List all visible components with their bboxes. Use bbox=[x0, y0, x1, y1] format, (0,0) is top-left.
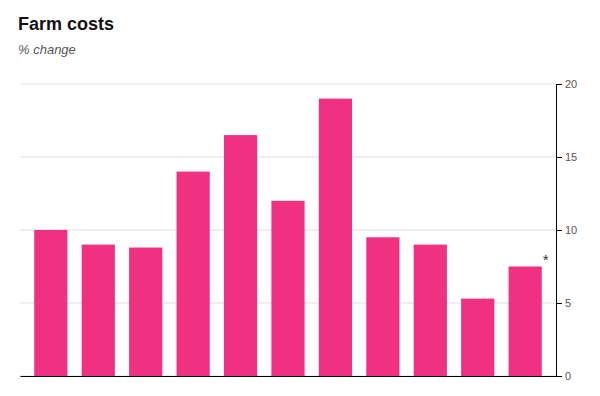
bar bbox=[461, 299, 494, 376]
bar bbox=[224, 135, 257, 376]
y-tick-label: 5 bbox=[565, 297, 571, 309]
y-tick-label: 20 bbox=[565, 78, 577, 90]
grid bbox=[20, 84, 556, 376]
y-tick-label: 0 bbox=[565, 370, 571, 382]
bar bbox=[34, 230, 67, 376]
y-tick-mark bbox=[556, 376, 562, 377]
grid-line bbox=[20, 157, 556, 158]
bars bbox=[34, 99, 542, 376]
y-tick-mark bbox=[556, 157, 562, 158]
y-tick-label: 10 bbox=[565, 224, 577, 236]
y-tick: 15 bbox=[556, 151, 577, 163]
annotation: * bbox=[543, 251, 549, 268]
y-axis: 0 5 10 15 20 bbox=[556, 78, 577, 382]
y-tick-mark bbox=[556, 84, 562, 85]
bar bbox=[509, 267, 542, 377]
bar bbox=[177, 172, 210, 376]
chart: Farm costs % change 0 5 10 15 20 * bbox=[0, 0, 600, 396]
bar bbox=[366, 237, 399, 376]
y-tick-mark bbox=[556, 303, 562, 304]
y-tick-mark bbox=[556, 230, 562, 231]
subtitle: % change bbox=[18, 42, 76, 57]
bar bbox=[82, 245, 115, 376]
bar bbox=[271, 201, 304, 376]
x-axis bbox=[21, 376, 557, 377]
x-axis-line bbox=[21, 376, 557, 377]
title: Farm costs bbox=[18, 14, 114, 34]
bar bbox=[319, 99, 352, 376]
y-tick: 5 bbox=[556, 297, 571, 309]
grid-line bbox=[20, 84, 556, 85]
bar bbox=[414, 245, 447, 376]
y-tick: 10 bbox=[556, 224, 577, 236]
y-tick-label: 15 bbox=[565, 151, 577, 163]
y-tick: 0 bbox=[556, 370, 571, 382]
plot: 0 5 10 15 20 * bbox=[20, 78, 577, 382]
bar bbox=[129, 248, 162, 376]
y-tick: 20 bbox=[556, 78, 577, 90]
